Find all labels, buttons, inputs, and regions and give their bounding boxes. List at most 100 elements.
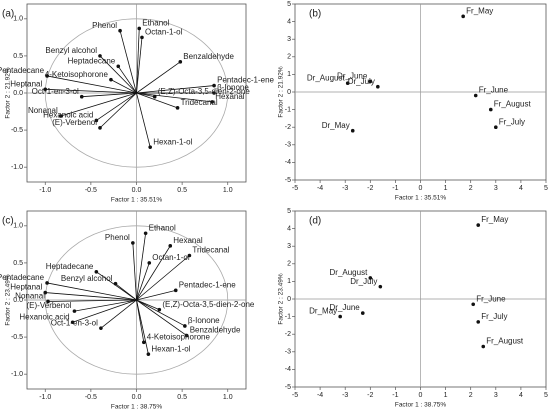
point-label: Fr_May	[481, 215, 508, 224]
point	[157, 307, 162, 312]
point-label: Hexanoic acid	[43, 111, 93, 120]
x-tick-label: -0.5	[85, 394, 97, 401]
y-tick-label: -1.0	[11, 164, 23, 171]
panel: -1.0 -0.5 0.0 0.5 1.0 -1.0 -0.5 0.0 0.5 1.0 Factor…	[0, 3, 275, 204]
x-tick-label: -2	[367, 392, 373, 399]
loading-vector	[47, 299, 137, 302]
point-label: Heptanal	[10, 283, 42, 292]
point	[168, 244, 173, 248]
point	[131, 241, 135, 245]
x-tick-label: -5	[292, 185, 298, 192]
point	[152, 94, 157, 99]
point-label: Benzyl alcohol	[61, 274, 113, 283]
x-tick-label: 4	[519, 392, 523, 399]
panel: -5 -4 -3 -2 -1 0 1 2 3 4 5 -5 -4 -3 -2 -1 0 1 2 3 4 5 Factor 1…	[278, 208, 548, 409]
point-label: Nonanal	[15, 292, 45, 301]
point-label: Heptanal	[10, 79, 42, 88]
point-label: 4-Ketoisophorone	[45, 70, 109, 79]
point	[45, 281, 49, 285]
y-tick-label: -1.0	[11, 371, 23, 378]
panel: -5 -4 -3 -2 -1 0 1 2 3 4 5 -5 -4 -3 -2 -1 0 1 2 3 4 5 Factor 1…	[278, 1, 548, 202]
point-label: (E,Z)-Octa-3,5-dien-2-one	[162, 300, 255, 309]
point-label: Heptadecane	[46, 262, 94, 271]
unit-circle	[44, 225, 229, 375]
x-tick-label: 0.5	[177, 187, 187, 194]
y-tick-label: -4	[285, 366, 291, 373]
point	[118, 28, 122, 33]
loading-vector	[119, 30, 137, 94]
loading-vector	[47, 282, 137, 301]
point	[109, 77, 113, 82]
point	[43, 290, 48, 295]
point	[113, 281, 118, 286]
point-label: Hexanal	[173, 236, 203, 245]
point-label: (E)-Verbenol	[52, 118, 97, 127]
loading-vector	[117, 66, 137, 94]
point	[94, 270, 99, 274]
point-label: Octan-1-ol	[145, 27, 183, 36]
loading-vector	[100, 299, 137, 329]
point-label: Hexanal	[215, 92, 245, 101]
loading-vector	[115, 283, 137, 301]
panel: -1.0 -0.5 0.0 0.5 1.0 -1.0 -0.5 0.0 0.5 1.0 Factor…	[0, 210, 255, 411]
loading-vector	[136, 61, 181, 94]
y-tick-label: -4	[285, 159, 291, 166]
point	[116, 64, 121, 69]
point	[494, 125, 498, 129]
y-tick-label: -2	[285, 124, 291, 131]
y-tick-label: 0.5	[13, 260, 23, 267]
point-label: Heptadecane	[68, 56, 116, 65]
point-label: Dr_August	[307, 73, 346, 82]
loading-vector	[136, 299, 187, 336]
point	[99, 326, 103, 330]
point	[210, 100, 215, 104]
point	[183, 324, 187, 328]
point	[98, 126, 102, 130]
point	[94, 118, 99, 123]
point-label: Dr_August	[330, 268, 369, 277]
x-tick-label: 2	[469, 392, 473, 399]
point	[350, 128, 355, 133]
y-tick-label: 0	[287, 296, 291, 303]
x-tick-label: 1.0	[223, 394, 233, 401]
point-label: Ethanol	[149, 223, 176, 232]
point	[98, 54, 102, 58]
y-tick-label: 5	[287, 208, 291, 215]
point	[338, 314, 342, 319]
point	[72, 309, 77, 313]
y-tick-label: 2	[287, 261, 291, 268]
loading-vector	[136, 28, 140, 94]
point-label: Hexan-1-ol	[153, 137, 192, 146]
point-label: Pentadecane	[0, 273, 45, 282]
point-label: Pentadec-1-ene	[217, 76, 274, 85]
point	[473, 93, 478, 98]
panel-label: (c)	[2, 216, 14, 227]
x-tick-label: 0.0	[132, 187, 142, 194]
point-label: Phenol	[105, 233, 130, 242]
point	[175, 106, 180, 110]
x-tick-label: 1	[444, 185, 448, 192]
y-tick-label: 1	[287, 278, 291, 285]
x-tick-label: 0	[419, 185, 423, 192]
loading-vector	[81, 92, 137, 98]
loading-vector	[47, 75, 137, 94]
x-tick-label: -1	[392, 185, 398, 192]
point	[70, 320, 75, 325]
loading-vector	[136, 92, 213, 103]
panel-label: (a)	[2, 9, 14, 20]
point-label: (E,Z)-Octa-3,5-dien-2-one	[158, 87, 251, 96]
loading-vector	[136, 245, 171, 301]
y-tick-label: 0.0	[13, 90, 23, 97]
point	[58, 114, 63, 118]
point-label: Benzaldehyde	[190, 326, 241, 335]
y-tick-label: 1	[287, 71, 291, 78]
point	[461, 14, 465, 19]
point	[45, 74, 49, 78]
point	[378, 284, 383, 289]
y-tick-label: -1	[285, 106, 291, 113]
point-label: Oct-1-en-3-ol	[51, 318, 98, 327]
point	[147, 261, 152, 265]
point-label: Oct-1-en-3-ol	[32, 87, 79, 96]
x-axis-title: Factor 1 : 35.51%	[395, 195, 447, 202]
loading-vector	[132, 242, 137, 301]
